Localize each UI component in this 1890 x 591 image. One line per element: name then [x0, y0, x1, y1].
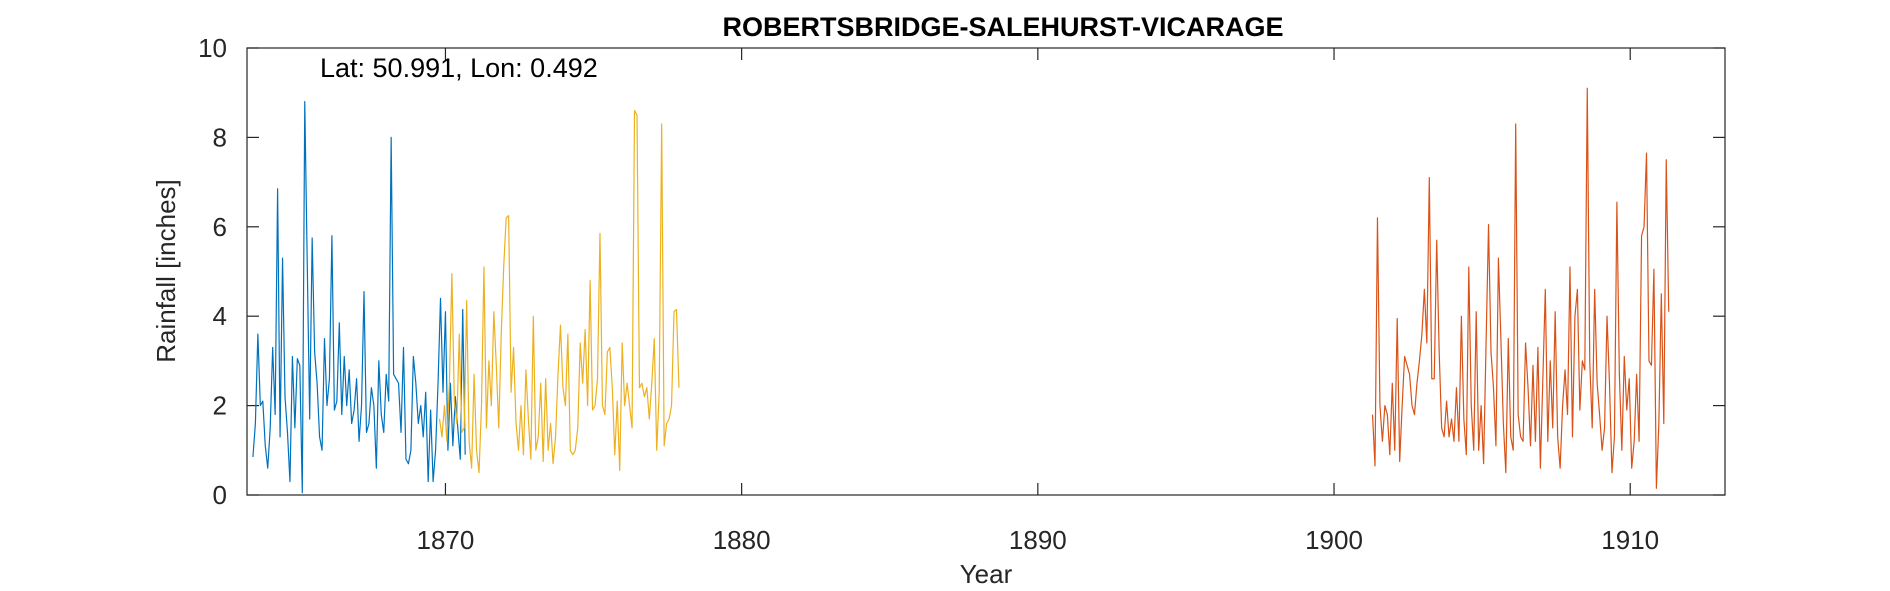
plot-area: 1870 1880 1890 1900 1910 0 2 4 6 8 10: [198, 33, 1726, 555]
y-tick-label: 10: [198, 33, 227, 63]
x-tick-label: 1910: [1601, 525, 1659, 555]
series-layer: [252, 87, 1670, 494]
x-axis-label: Year: [960, 559, 1013, 589]
x-tick-label: 1880: [713, 525, 771, 555]
chart-title: ROBERTSBRIDGE-SALEHURST-VICARAGE: [722, 12, 1283, 42]
y-tick-label: 0: [213, 480, 227, 510]
series-line-3: [1371, 87, 1670, 489]
y-tick-label: 4: [213, 301, 227, 331]
y-tick-label: 2: [213, 391, 227, 421]
x-tick-label: 1890: [1009, 525, 1067, 555]
location-annotation: Lat: 50.991, Lon: 0.492: [320, 53, 598, 83]
series-line-2: [438, 109, 680, 474]
axis-ticks: 1870 1880 1890 1900 1910 0 2 4 6 8 10: [198, 33, 1725, 555]
x-tick-label: 1870: [417, 525, 475, 555]
y-tick-label: 6: [213, 212, 227, 242]
series-line-1: [252, 101, 466, 494]
y-axis-label: Rainfall [inches]: [151, 179, 181, 363]
y-tick-label: 8: [213, 122, 227, 152]
x-tick-label: 1900: [1305, 525, 1363, 555]
axes-box: [246, 47, 1726, 496]
